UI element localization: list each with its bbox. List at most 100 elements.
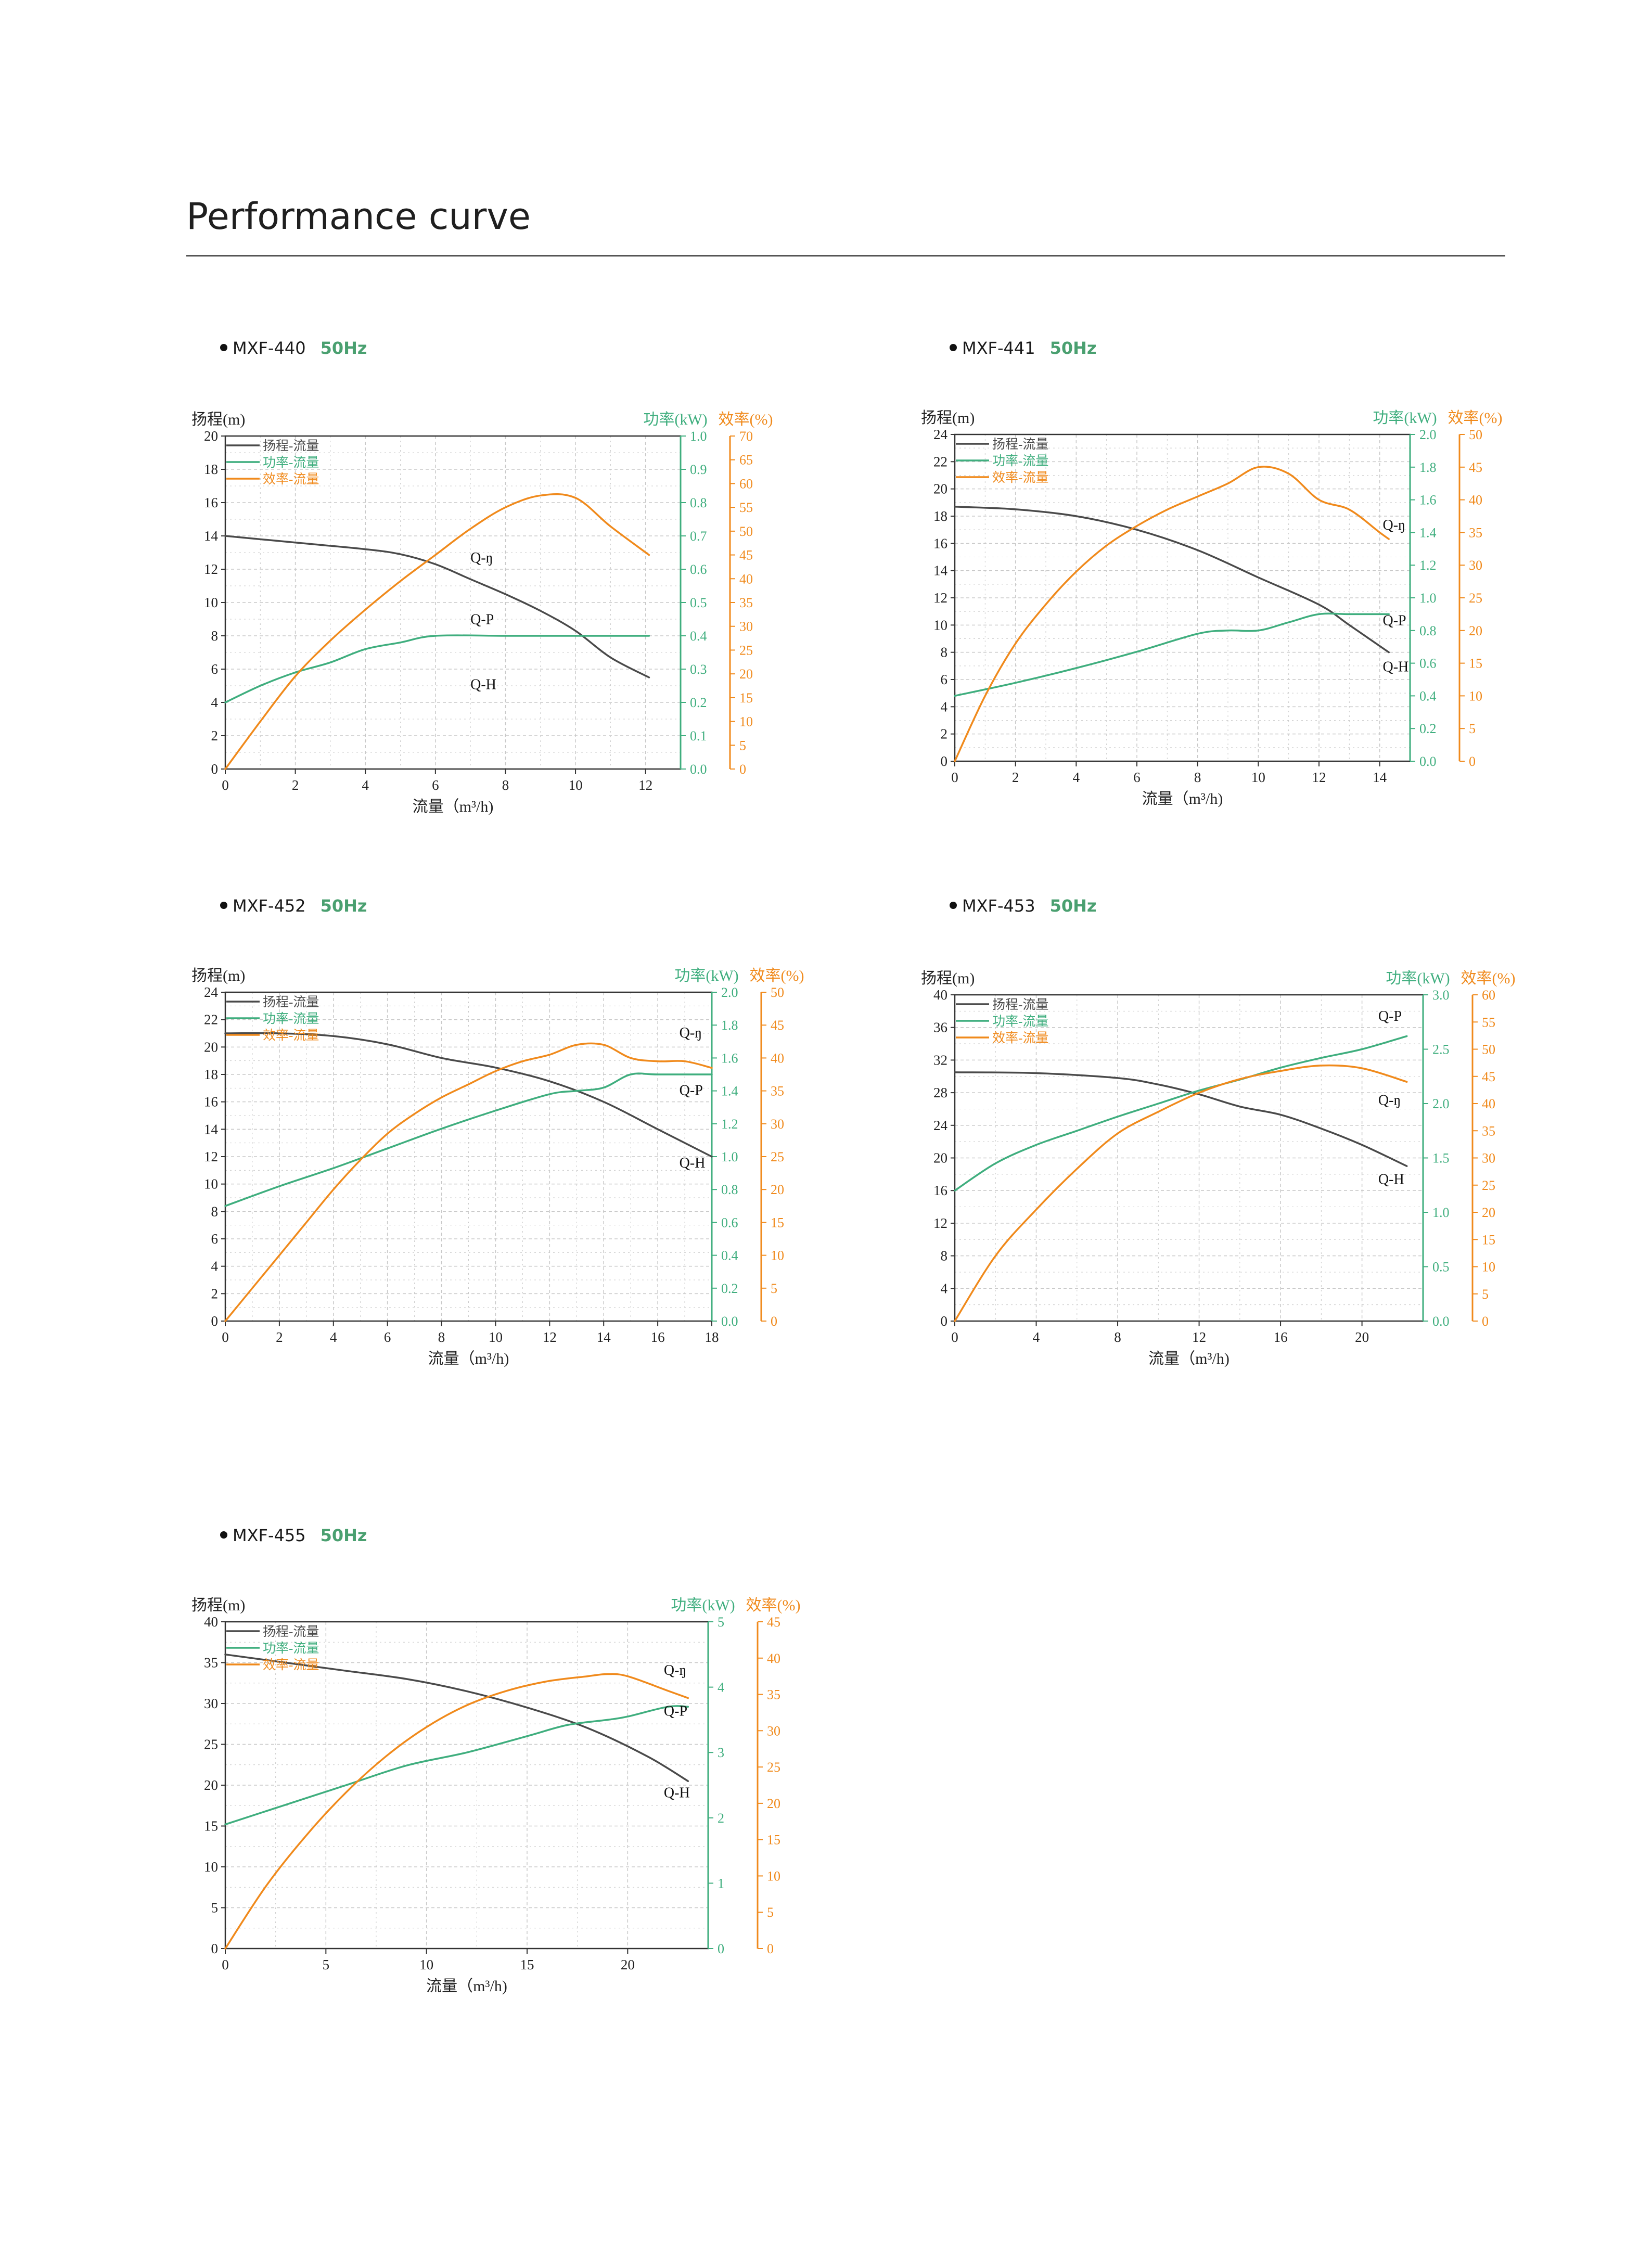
y-head-tick-label: 16 xyxy=(933,535,947,551)
y-head-tick-label: 2 xyxy=(941,726,948,742)
y-head-tick-label: 30 xyxy=(204,1696,218,1711)
y-eff-tick-label: 35 xyxy=(739,595,753,610)
y-eff-tick-label: 5 xyxy=(1482,1287,1489,1302)
y-head-tick-label: 16 xyxy=(204,495,218,510)
y-eff-tick-label: 20 xyxy=(1469,623,1482,638)
y-power-tick-label: 1.0 xyxy=(1432,1205,1450,1220)
y-power-tick-label: 1.5 xyxy=(1432,1151,1450,1166)
series-line-head xyxy=(224,535,650,678)
legend-label-eff: 效率-流量 xyxy=(992,470,1048,485)
x-tick-label: 0 xyxy=(951,770,958,785)
y-eff-tick-label: 30 xyxy=(1482,1151,1495,1166)
y-eff-axis-title: 效率(%) xyxy=(1448,409,1503,427)
y-head-tick-label: 22 xyxy=(933,454,947,469)
y-power-tick-label: 0.0 xyxy=(721,1314,738,1329)
y-eff-tick-label: 50 xyxy=(739,524,753,539)
x-tick-label: 2 xyxy=(276,1329,283,1345)
y-eff-axis-title: 效率(%) xyxy=(719,411,773,428)
y-eff-tick-label: 0 xyxy=(739,762,746,777)
y-eff-tick-label: 30 xyxy=(767,1723,780,1738)
series-line-power xyxy=(954,1035,1408,1192)
y-power-tick-label: 0.4 xyxy=(1419,688,1437,703)
legend-label-head: 扬程-流量 xyxy=(263,439,319,453)
y-eff-tick-label: 20 xyxy=(767,1796,780,1811)
y-head-tick-label: 12 xyxy=(204,1149,218,1164)
y-head-tick-label: 12 xyxy=(933,1215,947,1231)
series-line-head xyxy=(954,1071,1408,1167)
y-head-tick-label: 2 xyxy=(211,728,219,744)
y-eff-tick-label: 15 xyxy=(771,1215,784,1230)
y-power-tick-label: 0.0 xyxy=(1432,1314,1450,1329)
y-eff-tick-label: 10 xyxy=(1469,688,1482,703)
y-head-tick-label: 36 xyxy=(933,1020,947,1035)
y-head-tick-label: 24 xyxy=(933,1118,948,1133)
y-eff-tick-label: 45 xyxy=(1469,460,1482,475)
y-power-tick-label: 0.2 xyxy=(721,1281,738,1296)
y-head-tick-label: 8 xyxy=(941,645,948,660)
legend-label-eff: 效率-流量 xyxy=(992,1031,1048,1045)
y-power-tick-label: 0.8 xyxy=(690,495,707,510)
legend-label-eff: 效率-流量 xyxy=(263,1658,319,1672)
y-eff-tick-label: 65 xyxy=(739,453,753,468)
frequency-label: 50Hz xyxy=(320,896,367,916)
x-tick-label: 0 xyxy=(222,777,229,793)
y-power-tick-label: 0.3 xyxy=(690,662,707,677)
x-tick-label: 12 xyxy=(1192,1329,1206,1345)
y-eff-tick-label: 20 xyxy=(1482,1205,1495,1220)
y-eff-tick-label: 30 xyxy=(1469,558,1482,573)
performance-chart: 0 2 4 6 8 10 12 14流量（m³/h)024681012141618202224… xyxy=(921,409,1503,808)
y-head-tick-label: 16 xyxy=(933,1183,947,1198)
series-line-head xyxy=(224,1032,713,1158)
legend-label-head: 扬程-流量 xyxy=(263,1624,319,1639)
y-head-tick-label: 14 xyxy=(933,563,948,579)
y-head-tick-label: 8 xyxy=(211,628,219,644)
y-power-tick-label: 1.0 xyxy=(1419,591,1437,606)
model-name: MXF-453 xyxy=(962,896,1035,916)
y-power-tick-label: 0.6 xyxy=(721,1215,738,1230)
x-tick-label: 4 xyxy=(362,777,369,793)
frequency-label: 50Hz xyxy=(1049,338,1097,358)
legend-label-power: 功率-流量 xyxy=(992,1014,1048,1029)
y-head-tick-label: 16 xyxy=(204,1094,218,1110)
x-tick-label: 12 xyxy=(638,777,652,793)
y-head-tick-label: 8 xyxy=(941,1248,948,1264)
y-eff-tick-label: 20 xyxy=(771,1182,784,1197)
y-head-tick-label: 0 xyxy=(941,1313,948,1329)
y-head-tick-label: 14 xyxy=(204,528,219,544)
series-line-power xyxy=(954,612,1390,697)
curve-label-head: Q-H xyxy=(1378,1172,1404,1188)
curve-label-power: Q-P xyxy=(664,1703,687,1720)
y-eff-axis-title: 效率(%) xyxy=(1461,970,1516,987)
y-eff-axis-title: 效率(%) xyxy=(746,1597,801,1614)
y-head-tick-label: 22 xyxy=(204,1012,218,1028)
x-tick-label: 12 xyxy=(543,1329,557,1345)
y-power-tick-label: 4 xyxy=(718,1680,724,1695)
title-divider xyxy=(186,255,1505,257)
y-eff-tick-label: 60 xyxy=(1482,988,1495,1003)
y-eff-tick-label: 55 xyxy=(1482,1015,1495,1030)
y-power-tick-label: 2.0 xyxy=(1432,1096,1450,1111)
x-tick-label: 18 xyxy=(705,1329,719,1345)
y-eff-tick-label: 35 xyxy=(1482,1123,1495,1138)
y-power-tick-label: 0.4 xyxy=(690,629,707,644)
frequency-label: 50Hz xyxy=(320,1526,367,1545)
y-power-tick-label: 1 xyxy=(718,1876,724,1891)
y-eff-tick-label: 45 xyxy=(739,548,753,563)
y-eff-axis-title: 效率(%) xyxy=(750,967,804,984)
y-eff-tick-label: 40 xyxy=(767,1651,780,1666)
legend-label-head: 扬程-流量 xyxy=(992,997,1048,1012)
x-tick-label: 20 xyxy=(1355,1329,1369,1345)
curve-label-efficiency: Q-ŋ xyxy=(470,550,493,566)
y-head-tick-label: 20 xyxy=(204,1777,218,1793)
performance-chart: 0 2 4 6 8 10 12 14 16 18流量（m³/h)02468101214161820… xyxy=(191,967,804,1367)
x-tick-label: 15 xyxy=(520,1957,534,1972)
bullet-icon xyxy=(950,902,957,909)
legend-label-power: 功率-流量 xyxy=(263,455,319,470)
y-power-tick-label: 0.8 xyxy=(1419,623,1437,638)
model-name: MXF-441 xyxy=(962,338,1035,358)
y-head-axis-title: 扬程(m) xyxy=(921,970,975,987)
